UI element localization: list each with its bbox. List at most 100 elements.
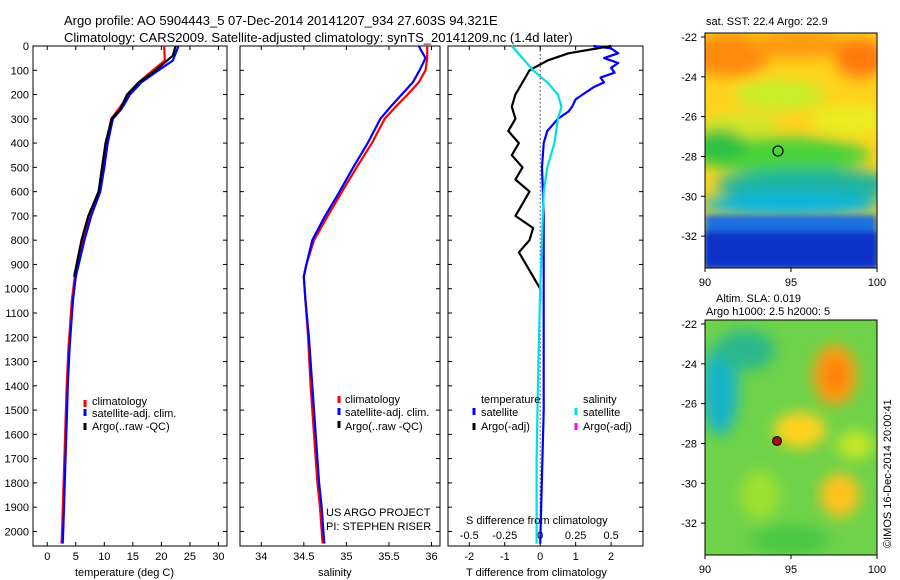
salinity-xlabel: salinity [318,567,352,579]
y-tick-label: 1300 [5,357,29,369]
annotation-project: US ARGO PROJECT [326,507,431,519]
temperature-legend: climatology satellite-adj. clim. Argo(..… [83,396,176,433]
lat-tick-label: -26 [681,112,697,124]
y-tick-label: 1000 [5,284,29,296]
lat-tick-label: -22 [681,32,697,44]
x-tick-label: -2 [464,551,474,563]
sla-map-title2: Argo h1000: 2.5 h2000: 5 [706,306,830,318]
lon-tick-label: 95 [785,564,797,576]
legend-t-satellite: satellite [481,407,518,419]
lat-tick-label: -32 [681,518,697,530]
y-tick-label: 0 [23,41,29,53]
argo-position-marker [772,145,784,157]
lat-tick-label: -28 [681,438,697,450]
x-tick-label: 0 [44,551,50,563]
top-tick-label: 0.5 [603,530,618,542]
y-tick-label: 800 [11,235,29,247]
y-tick-label: 500 [11,162,29,174]
lon-tick-label: 95 [785,277,797,289]
sst-map: sat. SST: 22.4 Argo: 22.9 -22 -24 -26 -28 -3… [681,16,886,289]
lon-tick-label: 90 [699,564,711,576]
y-tick-label: 100 [11,65,29,77]
lat-tick-label: -24 [681,359,697,371]
lat-tick-label: -32 [681,231,697,243]
plot-frame [447,45,644,547]
legend-s-satellite: satellite [583,407,620,419]
series-line-satellite-salinity [510,45,563,544]
sla-map: Altim. SLA: 0.019 Argo h1000: 2.5 h2000:… [681,293,886,576]
imos-stamp: ©IMOS 16-Dec-2014 20:00:41 [882,399,894,548]
plot-frame [239,45,441,547]
x-tick-label: 2 [608,551,614,563]
annotation-pi: PI: STEPHEN RISER [326,521,431,533]
x-tick-label: 0 [537,551,543,563]
salinity-panel: 34 34.5 35 35.5 36 [239,45,441,563]
x-tick-label: 36 [425,551,437,563]
header-line1: Argo profile: AO 5904443_5 07-Dec-2014 2… [64,13,498,28]
difference-xlabel: T difference from climatology [466,567,607,579]
y-tick-label: 1700 [5,454,29,466]
lat-tick-label: -24 [681,72,697,84]
y-tick-label: 1200 [5,332,29,344]
header-line2: Climatology: CARS2009. Satellite-adjuste… [64,30,573,45]
x-tick-label: 34.5 [293,551,314,563]
x-tick-label: 30 [212,551,224,563]
legend-salinity-title: salinity [583,394,617,406]
lon-tick-label: 90 [699,277,711,289]
lat-tick-label: -30 [681,191,697,203]
y-tick-label: 600 [11,187,29,199]
legend-climatology: climatology [345,394,401,406]
y-tick-label: 300 [11,114,29,126]
top-tick-label: -0.25 [492,530,517,542]
plot-frame [32,45,228,547]
temperature-xlabel: temperature (deg C) [75,567,174,579]
x-tick-label: 25 [184,551,196,563]
legend-argo: Argo(..raw -QC) [345,421,423,433]
y-tick-label: 1600 [5,429,29,441]
y-tick-label: 200 [11,90,29,102]
x-tick-label: 15 [127,551,139,563]
sla-map-title1: Altim. SLA: 0.019 [716,293,801,305]
legend-t-argo: Argo(-adj) [481,421,530,433]
series-line-satellite-adj-clim- [61,45,180,544]
x-tick-label: 10 [98,551,110,563]
y-tick-label: 1800 [5,478,29,490]
x-tick-label: 35 [340,551,352,563]
lat-tick-label: -28 [681,151,697,163]
legend-climatology: climatology [92,396,148,408]
lat-tick-label: -30 [681,478,697,490]
series-line-satellite-adj-clim- [302,45,427,544]
y-tick-label: 700 [11,211,29,223]
legend-argo: Argo(..raw -QC) [92,421,170,433]
y-tick-label: 1100 [5,308,29,320]
lat-tick-label: -22 [681,319,697,331]
temperature-panel: 0100200300400500600700800900100011001200… [5,41,228,563]
argo-position-marker [772,436,782,446]
legend-satellite: satellite-adj. clim. [345,407,429,419]
top-tick-label: -0.5 [460,530,479,542]
y-tick-label: 900 [11,259,29,271]
x-tick-label: 1 [573,551,579,563]
y-tick-label: 1500 [5,405,29,417]
lon-tick-label: 100 [868,564,886,576]
series-line-argo-raw-qc- [73,45,177,277]
legend-satellite: satellite-adj. clim. [92,408,176,420]
top-tick-label: 0.25 [565,530,586,542]
legend-s-argo: Argo(-adj) [583,421,632,433]
x-tick-label: 35.5 [378,551,399,563]
difference-top-xlabel: S difference from climatology [466,515,608,527]
series-line-satellite [539,44,620,544]
series-line-climatology [302,46,429,544]
legend-temperature-title: temperature [481,394,540,406]
x-tick-label: 20 [155,551,167,563]
series-line-argo-adj- [507,44,612,301]
salinity-legend: climatology satellite-adj. clim. Argo(..… [326,394,431,533]
y-tick-label: 2000 [5,526,29,538]
sst-map-title: sat. SST: 22.4 Argo: 22.9 [706,16,828,28]
x-tick-label: 34 [255,551,267,563]
y-tick-label: 400 [11,138,29,150]
lon-tick-label: 100 [868,277,886,289]
lat-tick-label: -26 [681,399,697,411]
y-tick-label: 1900 [5,502,29,514]
